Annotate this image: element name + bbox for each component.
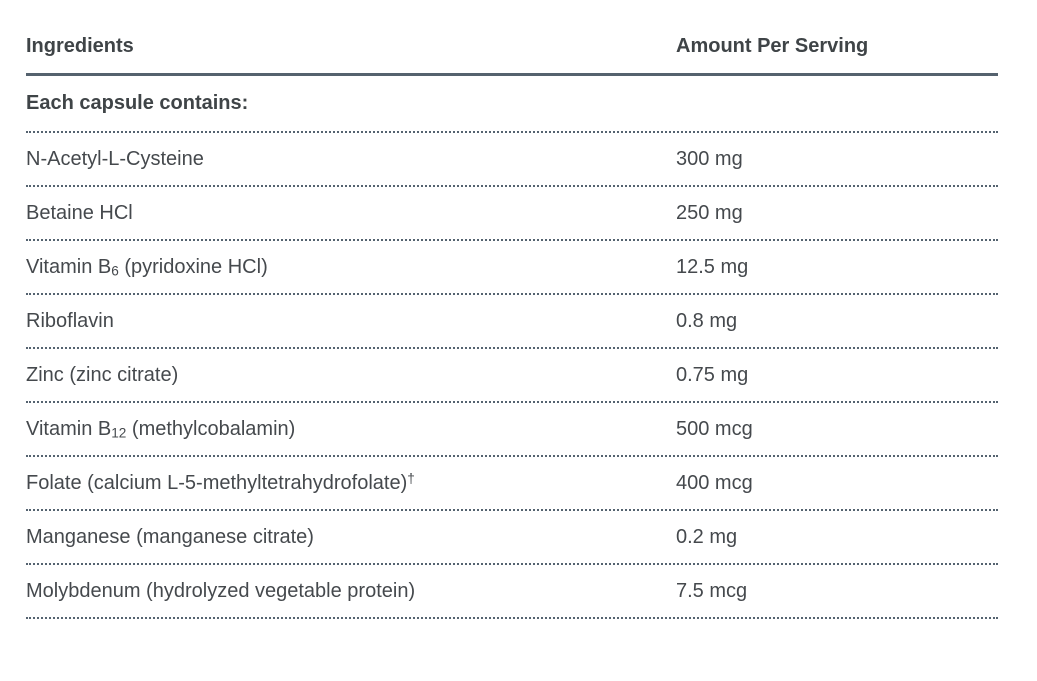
ingredient-name: N-Acetyl-L-Cysteine (26, 146, 676, 173)
ingredient-name-text: Manganese (manganese citrate) (26, 526, 314, 548)
ingredient-name: Folate (calcium L-5-methyltetrahydrofola… (26, 470, 676, 497)
table-row: Folate (calcium L-5-methyltetrahydrofola… (26, 457, 998, 511)
ingredient-name-text: Zinc (zinc citrate) (26, 364, 179, 386)
section-header-label: Each capsule contains: (26, 92, 249, 114)
column-header-amount-per-serving: Amount Per Serving (676, 35, 869, 57)
ingredient-name-text: N-Acetyl-L-Cysteine (26, 148, 204, 170)
table-row: Riboflavin 0.8 mg (26, 295, 998, 349)
ingredient-name: Betaine HCl (26, 200, 676, 227)
table-row: Vitamin B6 (pyridoxine HCl) 12.5 mg (26, 241, 998, 295)
table-row: Zinc (zinc citrate) 0.75 mg (26, 349, 998, 403)
table-header-row: Ingredients Amount Per Serving (26, 33, 998, 76)
ingredient-name: Zinc (zinc citrate) (26, 362, 676, 389)
ingredient-name-suffix: (methylcobalamin) (126, 418, 296, 440)
ingredient-amount: 300 mg (676, 148, 743, 170)
ingredient-name: Manganese (manganese citrate) (26, 524, 676, 551)
ingredients-table: Ingredients Amount Per Serving Each caps… (26, 33, 998, 619)
ingredient-name-text: Vitamin B (26, 418, 112, 440)
table-row: Molybdenum (hydrolyzed vegetable protein… (26, 565, 998, 619)
ingredient-name-text: Vitamin B (26, 256, 112, 278)
ingredient-amount: 0.8 mg (676, 310, 738, 332)
ingredient-amount: 500 mcg (676, 418, 753, 440)
ingredient-amount: 250 mg (676, 202, 743, 224)
dagger-superscript: † (407, 470, 415, 486)
ingredient-amount: 7.5 mcg (676, 580, 748, 602)
ingredient-name-text: Molybdenum (hydrolyzed vegetable protein… (26, 580, 416, 602)
ingredient-name-subscript: 6 (111, 263, 119, 279)
ingredient-name-text: Folate (calcium L-5-methyltetrahydrofola… (26, 472, 408, 494)
ingredient-name-subscript: 12 (111, 425, 127, 441)
ingredient-name: Riboflavin (26, 308, 676, 335)
ingredient-amount: 0.2 mg (676, 526, 738, 548)
ingredient-amount: 400 mcg (676, 472, 753, 494)
table-row: Betaine HCl 250 mg (26, 187, 998, 241)
section-header-row: Each capsule contains: (26, 76, 998, 133)
ingredient-amount: 0.75 mg (676, 364, 749, 386)
ingredient-amount: 12.5 mg (676, 256, 749, 278)
ingredient-name-text: Riboflavin (26, 310, 114, 332)
column-header-ingredients: Ingredients (26, 35, 134, 57)
ingredient-name: Vitamin B12 (methylcobalamin) (26, 416, 676, 443)
table-row: N-Acetyl-L-Cysteine 300 mg (26, 133, 998, 187)
ingredient-name-suffix: (pyridoxine HCl) (118, 256, 268, 278)
ingredient-name: Vitamin B6 (pyridoxine HCl) (26, 254, 676, 281)
table-row: Vitamin B12 (methylcobalamin) 500 mcg (26, 403, 998, 457)
ingredient-name-text: Betaine HCl (26, 202, 133, 224)
table-row: Manganese (manganese citrate) 0.2 mg (26, 511, 998, 565)
ingredient-name: Molybdenum (hydrolyzed vegetable protein… (26, 578, 676, 605)
